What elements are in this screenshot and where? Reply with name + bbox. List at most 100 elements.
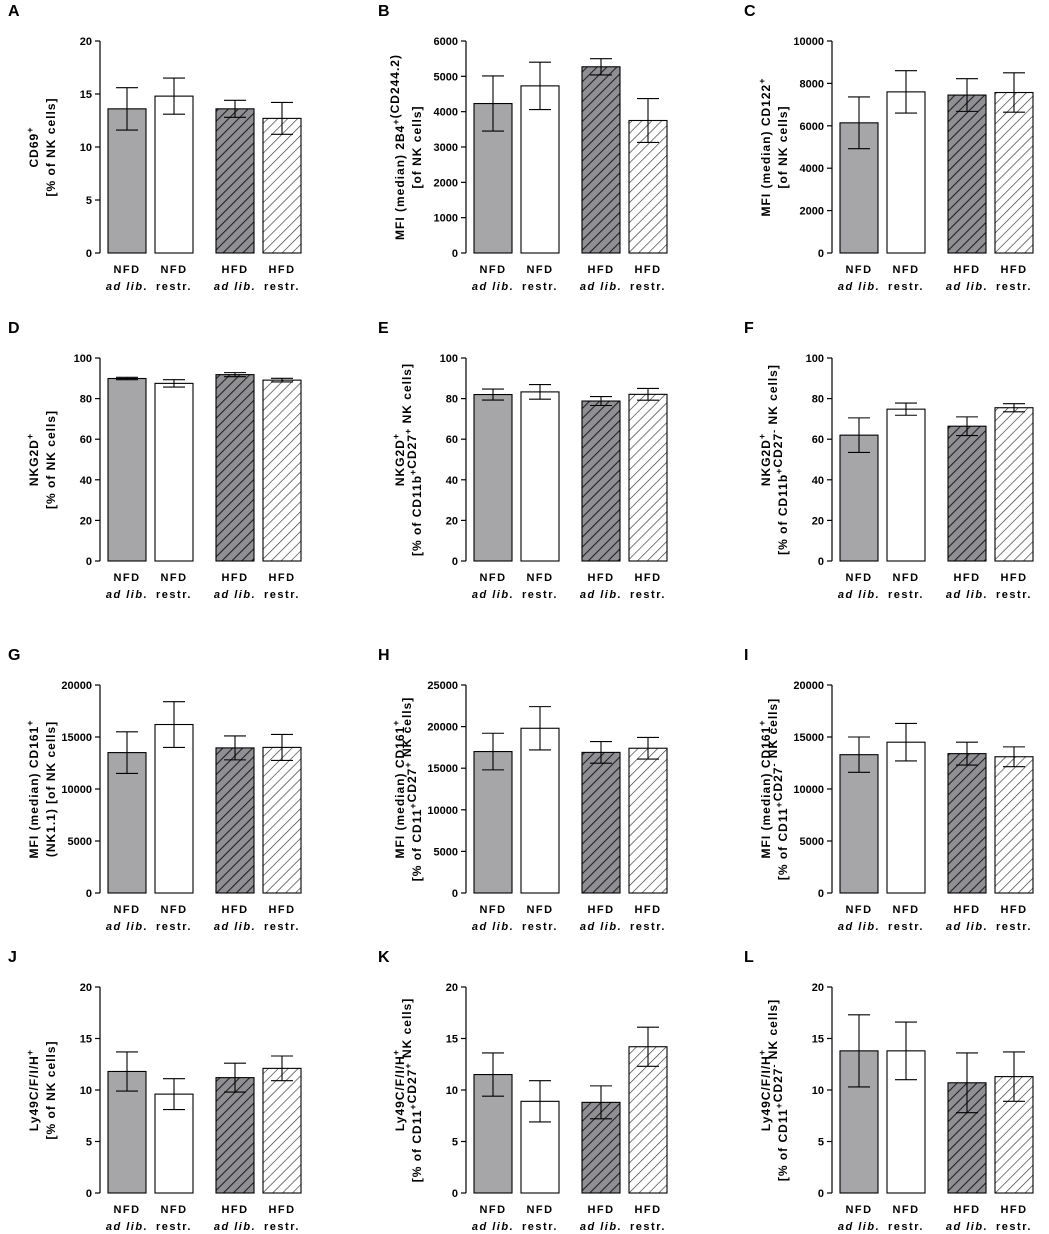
bar-e-2 — [581, 400, 621, 562]
y-tick-label-d-5: 100 — [74, 353, 92, 365]
x-label-regime-c-2: ad lib. — [946, 281, 988, 293]
y-tick-label-f-5: 100 — [806, 353, 824, 365]
y-tick-label-b-1: 1000 — [434, 213, 458, 225]
x-label-diet-g-1: NFD — [160, 904, 187, 916]
y-tick-label-h-3: 15000 — [427, 763, 458, 775]
y-axis-label-f-0: NKG2D+ — [757, 433, 773, 486]
x-label-diet-b-0: NFD — [479, 264, 506, 276]
x-label-regime-k-1: restr. — [522, 1221, 558, 1233]
bar-h-0 — [473, 751, 513, 894]
x-label-regime-b-2: ad lib. — [580, 281, 622, 293]
y-axis-label-j-0: Ly49C/F/I/H+ — [25, 1049, 41, 1131]
y-tick-label-d-1: 20 — [80, 515, 92, 527]
y-tick-label-b-2: 2000 — [434, 177, 458, 189]
y-tick-label-e-5: 100 — [440, 353, 458, 365]
x-label-diet-e-3: HFD — [634, 572, 661, 584]
y-tick-label-e-2: 40 — [446, 475, 458, 487]
y-axis-label-k-1: [% of CD11+CD27+ NK cells] — [400, 998, 424, 1183]
x-label-regime-c-3: restr. — [996, 281, 1032, 293]
panel-letter-k: K — [378, 949, 390, 966]
x-label-diet-e-0: NFD — [479, 572, 506, 584]
error-bar-d-3 — [271, 377, 293, 383]
error-bar-f-3 — [1003, 403, 1025, 413]
y-tick-label-j-4: 20 — [80, 982, 92, 994]
x-label-regime-j-2: ad lib. — [214, 1221, 256, 1233]
x-label-regime-b-0: ad lib. — [472, 281, 514, 293]
panel-letter-a: A — [8, 3, 20, 20]
bar-g-2 — [215, 747, 255, 894]
x-label-diet-j-3: HFD — [268, 1204, 295, 1216]
y-axis-label-g-0: MFI (median) CD161+ — [25, 720, 41, 859]
error-bar-h-0 — [482, 732, 504, 771]
y-tick-label-i-1: 5000 — [800, 836, 824, 848]
x-label-diet-k-0: NFD — [479, 1204, 506, 1216]
x-label-diet-j-2: HFD — [221, 1204, 248, 1216]
x-label-diet-b-1: NFD — [526, 264, 553, 276]
x-label-diet-h-3: HFD — [634, 904, 661, 916]
panel-letter-f: F — [744, 320, 754, 337]
x-label-diet-f-0: NFD — [845, 572, 872, 584]
x-label-diet-d-0: NFD — [113, 572, 140, 584]
bar-h-1 — [520, 727, 560, 894]
y-tick-label-k-4: 20 — [446, 982, 458, 994]
x-label-diet-c-1: NFD — [892, 264, 919, 276]
y-axis-label-e-1: [% of CD11b+CD27+ NK cells] — [400, 363, 424, 556]
panel-h: H 0 5000 10000 15000 20000 25000 NFD ad lib. NFD r… — [378, 647, 668, 933]
bar-i-3 — [994, 756, 1034, 894]
y-tick-label-f-0: 0 — [818, 556, 824, 568]
bar-g-1 — [154, 723, 194, 894]
error-bar-e-3 — [637, 387, 659, 401]
y-tick-label-l-3: 15 — [812, 1034, 824, 1046]
y-tick-label-c-4: 8000 — [800, 78, 824, 90]
x-label-regime-g-2: ad lib. — [214, 921, 256, 933]
x-label-regime-a-2: ad lib. — [214, 281, 256, 293]
error-bar-i-2 — [956, 741, 978, 766]
bar-f-1 — [886, 408, 926, 562]
y-tick-label-j-1: 5 — [86, 1137, 92, 1149]
y-tick-label-h-0: 0 — [452, 888, 458, 900]
bar-a-0 — [107, 108, 147, 254]
bar-d-2 — [215, 374, 255, 562]
x-label-regime-f-0: ad lib. — [838, 589, 880, 601]
error-bar-i-1 — [895, 722, 917, 762]
x-label-regime-e-2: ad lib. — [580, 589, 622, 601]
y-tick-label-c-2: 4000 — [800, 163, 824, 175]
y-axis-label-d-1: [% of NK cells] — [44, 410, 58, 509]
y-tick-label-j-0: 0 — [86, 1188, 92, 1200]
panel-letter-b: B — [378, 3, 390, 20]
y-tick-label-l-4: 20 — [812, 982, 824, 994]
error-bar-k-3 — [637, 1026, 659, 1067]
panel-letter-l: L — [744, 949, 754, 966]
y-tick-label-l-2: 10 — [812, 1085, 824, 1097]
x-label-regime-e-1: restr. — [522, 589, 558, 601]
panel-b: B 0 1000 2000 3000 4000 5000 6000 NFD ad lib. NFD r… — [378, 3, 668, 293]
panel-letter-g: G — [8, 647, 20, 664]
y-tick-label-f-1: 20 — [812, 515, 824, 527]
y-tick-label-e-4: 80 — [446, 394, 458, 406]
x-label-diet-g-2: HFD — [221, 904, 248, 916]
y-axis-label-l-1: [% of CD11+CD27- NK cells] — [766, 999, 790, 1181]
y-tick-label-j-2: 10 — [80, 1085, 92, 1097]
x-label-regime-d-2: ad lib. — [214, 589, 256, 601]
error-bar-b-0 — [482, 75, 504, 132]
x-label-regime-a-1: restr. — [156, 281, 192, 293]
y-axis-label-c-0: MFI (median) CD122+ — [757, 78, 773, 217]
panel-letter-d: D — [8, 320, 20, 337]
y-axis-label-i-1: [% of CD11+CD27- NK cells] — [766, 698, 790, 880]
y-tick-label-l-0: 0 — [818, 1188, 824, 1200]
x-label-diet-h-2: HFD — [587, 904, 614, 916]
error-bar-d-1 — [163, 379, 185, 388]
y-tick-label-a-4: 20 — [80, 36, 92, 48]
x-label-regime-g-3: restr. — [264, 921, 300, 933]
error-bar-l-3 — [1003, 1051, 1025, 1102]
error-bar-k-2 — [590, 1085, 612, 1120]
x-label-diet-k-3: HFD — [634, 1204, 661, 1216]
error-bar-j-0 — [116, 1051, 138, 1092]
error-bar-g-0 — [116, 731, 138, 774]
y-tick-label-a-0: 0 — [86, 248, 92, 260]
panel-letter-c: C — [744, 3, 756, 20]
x-label-regime-l-2: ad lib. — [946, 1221, 988, 1233]
x-label-diet-c-2: HFD — [953, 264, 980, 276]
y-axis-label-b-0: MFI (median) 2B4+(CD244.2) — [388, 54, 407, 240]
